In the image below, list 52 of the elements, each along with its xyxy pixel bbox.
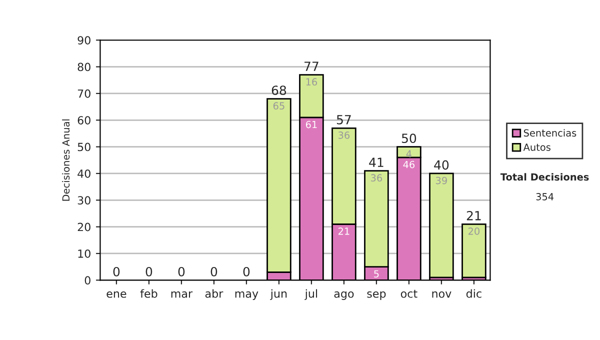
y-tick-label: 10 — [78, 249, 90, 258]
x-tick-label: abr — [205, 289, 224, 298]
x-tick-label: ene — [106, 291, 126, 298]
data-label: 61 — [306, 120, 317, 128]
data-label: 5 — [374, 270, 379, 278]
x-tick-label: feb — [140, 289, 158, 298]
x-tick-label: mar — [171, 291, 193, 298]
total-label: 21 — [466, 210, 481, 220]
total-label: 0 — [210, 266, 218, 276]
total-label: 40 — [434, 160, 449, 170]
data-label: 21 — [338, 228, 350, 235]
y-axis-title: Decisiones Anual — [62, 119, 70, 201]
x-tick-label: may — [235, 291, 258, 300]
x-tick-label: dic — [466, 289, 482, 298]
total-label: 41 — [369, 158, 384, 167]
text: 354 — [536, 193, 554, 200]
data-label: 20 — [468, 228, 480, 235]
legend-label: Sentencias — [524, 129, 576, 137]
y-tick-label: 90 — [78, 36, 90, 44]
y-tick-label: 0 — [84, 276, 90, 285]
y-tick-label: 50 — [78, 142, 90, 152]
y-tick-label: 70 — [78, 89, 90, 98]
data-label: 4 — [406, 150, 412, 158]
total-label: 0 — [178, 266, 185, 276]
y-tick-label: 80 — [78, 62, 90, 72]
total-label: 68 — [272, 86, 286, 96]
x-tick-label: jul — [304, 289, 318, 300]
x-tick-label: jun — [270, 289, 287, 300]
x-tick-label: ago — [334, 291, 354, 300]
x-tick-label: sep — [367, 291, 386, 300]
total-label: 0 — [146, 266, 152, 276]
data-label: 46 — [403, 160, 415, 168]
legend-label: Autos — [523, 144, 550, 151]
x-tick-label: oct — [400, 290, 418, 298]
text: Total Decisiones — [500, 173, 589, 181]
data-label: 39 — [436, 176, 447, 184]
data-label: 65 — [273, 102, 284, 110]
data-label: 36 — [338, 132, 350, 139]
data-label: 36 — [371, 174, 382, 182]
y-tick-label: 40 — [78, 169, 90, 178]
y-tick-label: 20 — [78, 222, 90, 232]
total-label: 0 — [113, 266, 120, 276]
bar — [462, 223, 486, 278]
x-tick-label: nov — [432, 291, 452, 298]
total-label: 57 — [336, 115, 351, 124]
total-label: 0 — [243, 266, 250, 276]
data-label: 16 — [306, 78, 318, 86]
y-tick-label: 30 — [78, 196, 90, 205]
bar — [429, 172, 454, 278]
total-label: 50 — [402, 134, 416, 144]
total-label: 77 — [304, 62, 318, 71]
y-tick-label: 60 — [78, 116, 90, 125]
